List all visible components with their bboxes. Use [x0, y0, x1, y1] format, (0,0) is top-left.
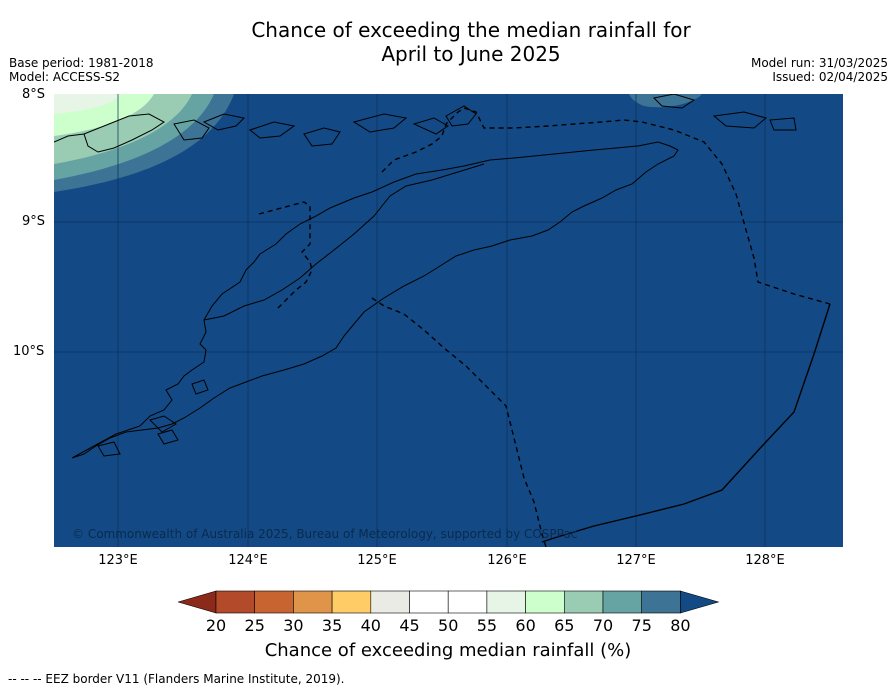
colorbar-cell — [563, 590, 604, 614]
timor-north-coast — [203, 163, 485, 321]
colorbar-cell — [215, 590, 256, 614]
colorbar-cell — [409, 590, 449, 614]
copyright-notice: © Commonwealth of Australia 2025, Bureau… — [72, 527, 577, 541]
base-period: Base period: 1981-2018 — [9, 56, 154, 70]
issued-date: Issued: 02/04/2025 — [772, 70, 888, 84]
eez-border-south — [541, 303, 831, 543]
colorbar — [178, 590, 720, 614]
title-line-1: Chance of exceeding the median rainfall … — [251, 18, 691, 42]
model-name: Model: ACCESS-S2 — [9, 70, 121, 84]
lat-label-9s: 9°S — [22, 214, 46, 229]
colorbar-tick-label: 65 — [554, 616, 575, 635]
colorbar-tick-label: 25 — [244, 616, 265, 635]
colorbar-tick-label: 55 — [476, 616, 498, 635]
colorbar-tick-label: 40 — [360, 616, 381, 635]
map-title: Chance of exceeding the median rainfall … — [0, 18, 896, 66]
colorbar-tick-label: 20 — [205, 616, 227, 635]
colorbar-cell — [331, 590, 372, 614]
model-run: Model run: 31/03/2025 — [750, 56, 888, 70]
colorbar-cell — [447, 590, 488, 614]
lat-label-10s: 10°S — [13, 344, 45, 359]
lon-label-126e: 126°E — [487, 553, 527, 568]
eez-border — [258, 107, 831, 547]
colorbar-cell — [486, 590, 526, 614]
lon-label-124e: 124°E — [228, 553, 268, 568]
colorbar-tick-label: 60 — [515, 616, 536, 635]
colorbar-extend-high — [680, 590, 720, 614]
lon-label-128e: 128°E — [745, 553, 785, 568]
colorbar-cells — [178, 590, 720, 614]
eez-footnote: -- -- -- EEZ border V11 (Flanders Marine… — [8, 672, 345, 686]
colorbar-tick-label: 30 — [283, 616, 304, 635]
colorbar-cell — [254, 590, 294, 614]
lon-label-125e: 125°E — [357, 553, 397, 568]
colorbar-cell — [525, 590, 565, 614]
lat-label-8s: 8°S — [22, 87, 46, 102]
ocean-background — [54, 94, 843, 547]
colorbar-cell — [602, 590, 643, 614]
rainfall-map: © Commonwealth of Australia 2025, Bureau… — [54, 94, 843, 547]
lon-label-127e: 127°E — [616, 553, 656, 568]
model-info: Base period: 1981-2018 Model: ACCESS-S2 — [9, 56, 154, 84]
coastlines — [54, 94, 797, 459]
colorbar-tick-label: 35 — [321, 616, 343, 635]
colorbar-cell — [641, 590, 681, 614]
flores-islands — [83, 113, 165, 153]
colorbar-label: Chance of exceeding median rainfall (%) — [264, 640, 632, 661]
timor-island-outline — [71, 141, 679, 459]
colorbar-tick-label: 45 — [399, 616, 420, 635]
colorbar-tick-label: 80 — [670, 616, 691, 635]
lon-label-123e: 123°E — [98, 553, 138, 568]
title-line-2: April to June 2025 — [381, 42, 561, 66]
colorbar-extend-low — [178, 590, 217, 614]
run-info: Model run: 31/03/2025 Issued: 02/04/2025 — [751, 56, 888, 84]
colorbar-cell — [293, 590, 333, 614]
colorbar-cell — [370, 590, 410, 614]
colorbar-tick-label: 75 — [631, 616, 652, 635]
colorbar-tick-label: 70 — [592, 616, 614, 635]
colorbar-tick-label: 50 — [438, 616, 459, 635]
